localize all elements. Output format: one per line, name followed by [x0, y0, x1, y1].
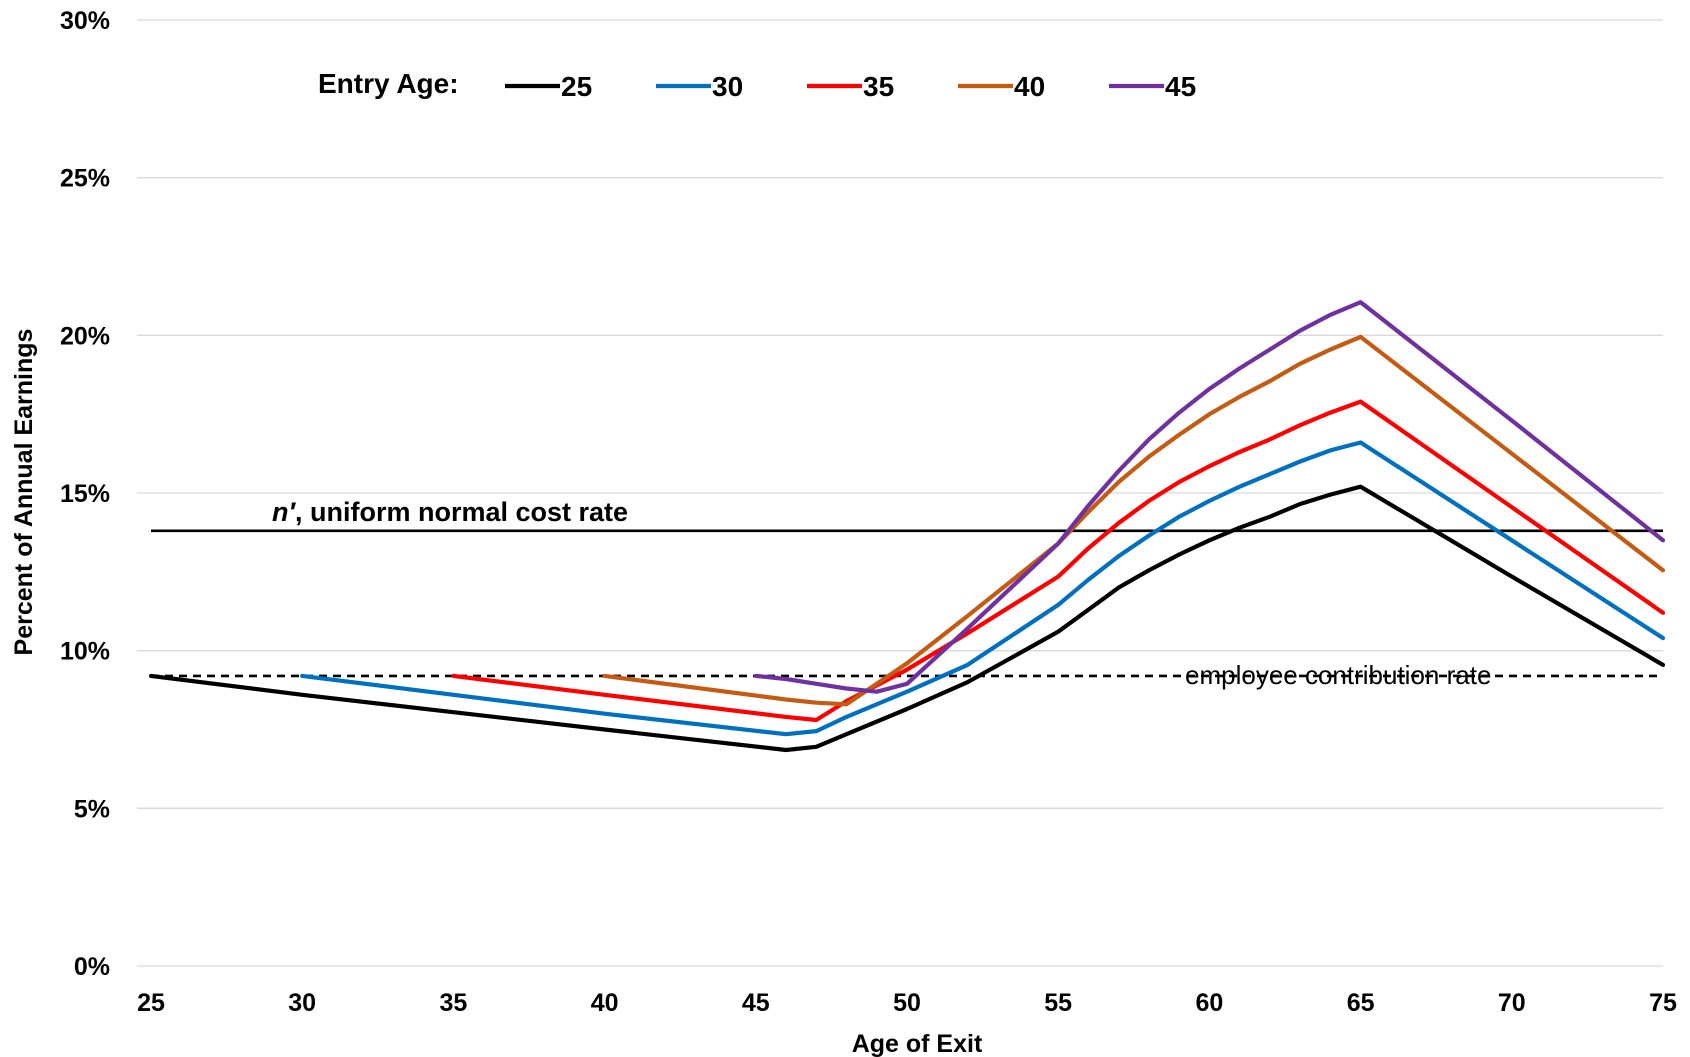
- legend-items: 25 30 35 40 45: [505, 71, 1196, 102]
- legend-title: Entry Age:: [318, 68, 459, 99]
- x-axis-title: Age of Exit: [852, 1030, 983, 1057]
- x-tick-label: 55: [1044, 989, 1072, 1017]
- y-tick-label: 0%: [74, 953, 110, 981]
- legend-label-30: 30: [712, 71, 743, 102]
- legend-label-45: 45: [1165, 71, 1196, 102]
- y-tick-label: 15%: [60, 480, 110, 508]
- x-tick-label: 25: [137, 989, 165, 1017]
- reference-lines: [151, 529, 1663, 678]
- x-tick-label: 70: [1498, 989, 1526, 1017]
- series-lines: [148, 300, 1666, 753]
- series-line-entry-age-40: [602, 334, 1666, 707]
- x-axis-ticks: 25 30 35 40 45 50 55 60 65 70 75: [137, 989, 1677, 1017]
- series-line-entry-age-25: [148, 484, 1666, 753]
- legend-label-40: 40: [1014, 71, 1045, 102]
- employee-contribution-label: employee contribution rate: [1185, 660, 1491, 690]
- y-axis-ticks: 0% 5% 10% 15% 20% 25% 30%: [60, 7, 110, 981]
- uniform-normal-cost-label: n′, uniform normal cost rate: [272, 497, 628, 527]
- y-tick-label: 5%: [74, 795, 110, 823]
- y-tick-label: 20%: [60, 322, 110, 350]
- x-tick-label: 30: [288, 989, 316, 1017]
- legend: Entry Age: 25 30 35 40 45: [318, 68, 1196, 102]
- x-tick-label: 50: [893, 989, 921, 1017]
- x-tick-label: 35: [439, 989, 467, 1017]
- series-line-entry-age-30: [300, 440, 1666, 737]
- grid-lines: [137, 19, 1663, 967]
- y-axis-title: Percent of Annual Earnings: [10, 329, 38, 656]
- series-line-entry-age-35: [451, 399, 1666, 723]
- legend-label-25: 25: [561, 71, 592, 102]
- x-tick-label: 40: [591, 989, 619, 1017]
- n-prime-symbol: n′: [272, 497, 296, 527]
- x-tick-label: 45: [742, 989, 770, 1017]
- y-tick-label: 30%: [60, 7, 110, 35]
- legend-label-35: 35: [863, 71, 894, 102]
- x-tick-label: 60: [1195, 989, 1223, 1017]
- x-tick-label: 75: [1649, 989, 1677, 1017]
- uniform-normal-cost-text: , uniform normal cost rate: [295, 497, 628, 527]
- y-tick-label: 10%: [60, 638, 110, 666]
- y-tick-label: 25%: [60, 165, 110, 193]
- x-tick-label: 65: [1347, 989, 1375, 1017]
- series-line-entry-age-45: [753, 300, 1666, 694]
